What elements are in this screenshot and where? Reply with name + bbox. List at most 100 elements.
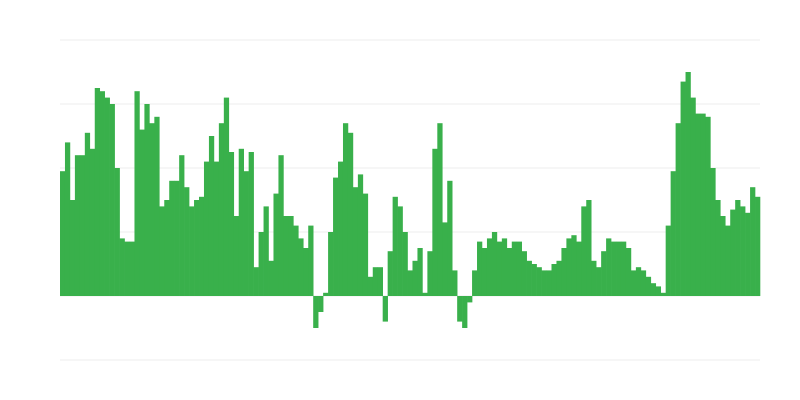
bar	[486, 238, 493, 296]
bar	[442, 222, 448, 296]
bar	[556, 260, 562, 296]
bar	[680, 81, 686, 296]
bar	[313, 296, 319, 328]
bar	[124, 241, 130, 296]
bar	[84, 132, 91, 296]
bar	[447, 180, 453, 296]
bar	[526, 260, 532, 296]
bar	[501, 238, 508, 296]
bar	[581, 206, 587, 296]
bar	[591, 260, 597, 296]
bar	[700, 113, 706, 296]
bar	[586, 200, 592, 296]
bar	[566, 238, 572, 296]
bar	[298, 238, 304, 296]
bar	[169, 180, 175, 296]
bar	[462, 296, 468, 328]
bar	[203, 161, 210, 296]
bar	[189, 206, 195, 296]
bar	[338, 161, 344, 296]
bar	[467, 296, 473, 303]
bar	[640, 270, 647, 296]
bar	[288, 216, 294, 296]
bar	[402, 232, 408, 296]
bar	[670, 171, 676, 296]
bar	[536, 267, 542, 296]
bar	[546, 270, 552, 296]
bar	[253, 267, 259, 296]
bar	[129, 241, 135, 296]
bar	[149, 123, 155, 296]
bar	[74, 155, 81, 296]
bar	[387, 251, 393, 296]
bar	[174, 180, 180, 296]
bar	[695, 113, 701, 296]
bar	[377, 267, 383, 296]
bar	[750, 187, 756, 296]
bar	[675, 123, 681, 296]
bar	[94, 88, 101, 296]
bar	[303, 248, 309, 296]
bar	[616, 241, 622, 296]
bar	[362, 193, 369, 296]
bar	[417, 248, 423, 296]
bar	[477, 241, 483, 296]
bar	[690, 97, 696, 296]
bar	[357, 174, 364, 296]
bar	[720, 216, 726, 296]
bar	[283, 216, 289, 296]
bar	[104, 97, 110, 296]
bar	[328, 232, 334, 296]
bar	[293, 225, 299, 296]
bar	[665, 225, 671, 296]
bar	[630, 270, 637, 296]
bar	[382, 296, 388, 322]
bar	[199, 196, 205, 296]
bar	[273, 193, 279, 296]
bar	[139, 129, 145, 296]
bar	[620, 241, 627, 296]
bar	[457, 296, 463, 322]
bar	[437, 123, 443, 296]
bar	[606, 238, 612, 296]
bar	[725, 225, 731, 296]
bar	[660, 292, 666, 296]
bar	[134, 91, 140, 296]
bar	[213, 161, 220, 296]
bar	[576, 241, 582, 296]
bar	[109, 104, 115, 296]
bar	[452, 270, 458, 296]
bar	[218, 123, 225, 296]
bar	[740, 206, 746, 296]
bar	[119, 238, 125, 296]
bar	[611, 241, 617, 296]
bar	[179, 155, 185, 296]
bar	[531, 264, 537, 296]
bar	[263, 206, 269, 296]
bar	[715, 200, 721, 296]
bar	[233, 216, 240, 296]
bar	[64, 142, 71, 296]
bar	[144, 104, 150, 296]
bar	[745, 212, 751, 296]
bar	[685, 72, 691, 296]
bar	[506, 248, 513, 296]
bar	[481, 248, 488, 296]
bar	[347, 132, 354, 296]
bar	[755, 196, 761, 296]
bar	[645, 276, 652, 296]
bar	[79, 155, 86, 296]
bar	[730, 209, 736, 296]
bar	[268, 260, 274, 296]
bar	[432, 148, 438, 296]
bar	[184, 187, 190, 296]
bar	[521, 251, 527, 296]
bar	[223, 97, 230, 296]
bar	[735, 200, 741, 296]
bar	[69, 200, 76, 296]
bar	[99, 91, 105, 296]
bar	[60, 171, 66, 296]
bar	[422, 292, 428, 296]
bar	[228, 152, 235, 296]
